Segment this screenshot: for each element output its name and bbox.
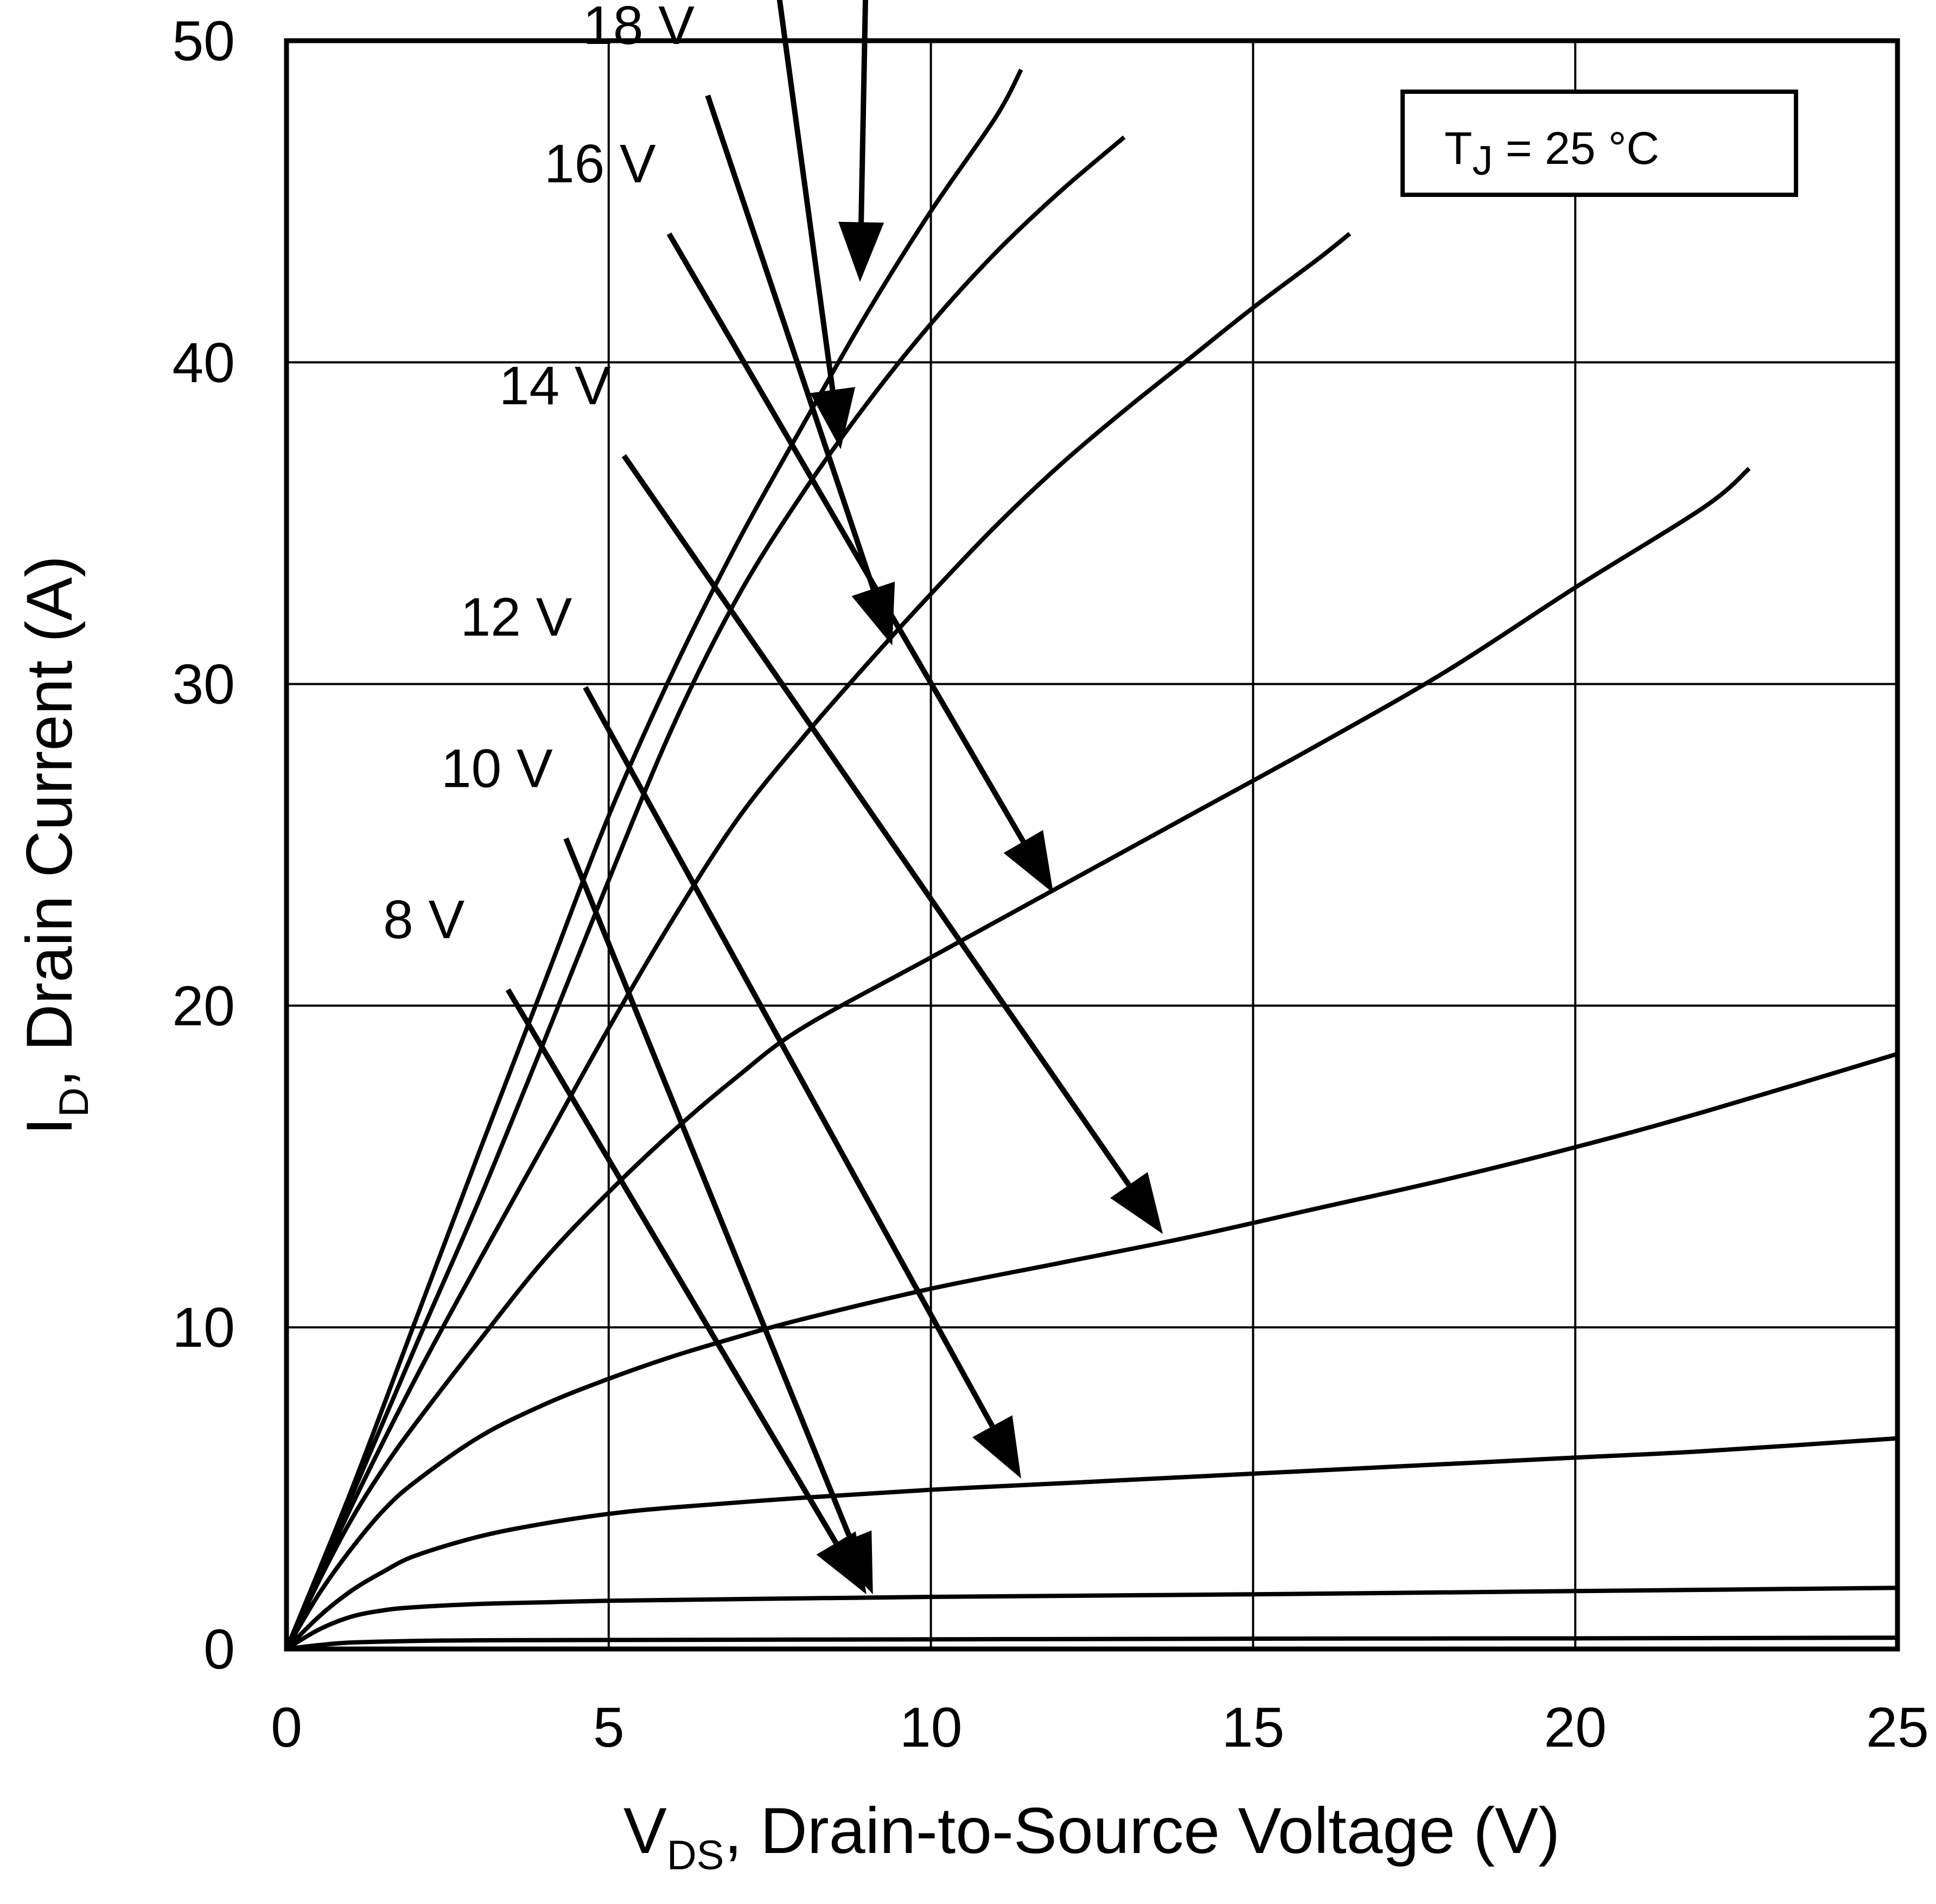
x-axis-title-rest: , Drain-to-Source Voltage (V) [724, 1794, 1560, 1867]
x-tick-label: 25 [1866, 1696, 1929, 1759]
y-axis-title: ID, Drain Current (A) [13, 556, 97, 1135]
curve-vgs-10v [285, 1585, 1898, 1651]
annotation-box: TJ = 25 °C [1400, 90, 1798, 197]
arrow-shaft [666, 232, 1026, 843]
arrow-head [972, 1415, 1021, 1479]
y-axis-title-sub: D [51, 1087, 97, 1117]
y-tick-label: 30 [172, 653, 235, 716]
curve-labels: 8 V10 V12 V14 V16 V18 V20 V20 V [383, 0, 695, 950]
plot-frame [284, 38, 1900, 1652]
x-tick-label: 5 [593, 1696, 625, 1759]
arrow-shaft [705, 94, 876, 590]
arrow-head [851, 581, 895, 646]
arrows [505, 0, 1163, 1595]
x-tick-label: 15 [1222, 1696, 1285, 1759]
arrow-shaft [858, 0, 868, 222]
curve-vgs-14v [284, 1052, 1899, 1651]
annotation-frame [1400, 90, 1798, 197]
arrow-head [810, 387, 856, 449]
y-tick-label: 50 [172, 10, 235, 73]
x-tick-label: 0 [271, 1696, 302, 1759]
arrow-head [829, 1530, 873, 1595]
arrow-head [1110, 1171, 1163, 1234]
y-tick-label: 10 [172, 1296, 235, 1359]
arrow-head [838, 221, 884, 282]
x-axis-title-sub: DS [667, 1832, 724, 1878]
arrow-head [1003, 830, 1054, 893]
curve-vgs-12v [285, 1436, 1898, 1651]
y-axis-title-rest: , Drain Current (A) [13, 556, 86, 1087]
curve-label: 16 V [544, 133, 656, 194]
curve-vgs-8v [286, 1635, 1898, 1651]
curves [284, 68, 1899, 1651]
arrow-shaft [505, 988, 839, 1545]
curve-label: 18 V [583, 0, 695, 56]
x-tick-label: 10 [900, 1696, 963, 1759]
x-axis-title-main: V [623, 1794, 667, 1867]
arrow-shaft [583, 686, 995, 1428]
curve-label: 8 V [383, 889, 464, 950]
arrow-shaft [563, 837, 853, 1540]
curve-label: 10 V [441, 738, 553, 799]
y-axis-title-main: I [13, 1117, 86, 1135]
curve-vgs-18v [284, 232, 1352, 1650]
curve-label: 12 V [461, 587, 572, 648]
x-tick-label: 20 [1544, 1696, 1607, 1759]
grid-lines [286, 41, 1897, 1649]
annotation-sub: J [1472, 138, 1493, 184]
curve-vgs-22v [284, 68, 1023, 1650]
curve-vgs-20v [284, 135, 1126, 1650]
curve-label: 14 V [499, 355, 611, 416]
y-tick-label: 40 [172, 332, 235, 394]
curve-vgs-16v [284, 467, 1751, 1650]
y-tick-label: 20 [172, 975, 235, 1037]
annotation-text: TJ = 25 °C [1444, 123, 1659, 184]
y-tick-label: 0 [203, 1618, 235, 1681]
tick-labels: 0 5 10 15 20 25 0 10 20 30 40 50 [172, 10, 1929, 1759]
arrow-shaft [621, 454, 1131, 1187]
x-axis-title: VDS, Drain-to-Source Voltage (V) [623, 1794, 1560, 1878]
annotation-rest: = 25 °C [1493, 123, 1659, 174]
annotation-main: T [1444, 123, 1472, 174]
arrow-shaft [776, 0, 836, 391]
